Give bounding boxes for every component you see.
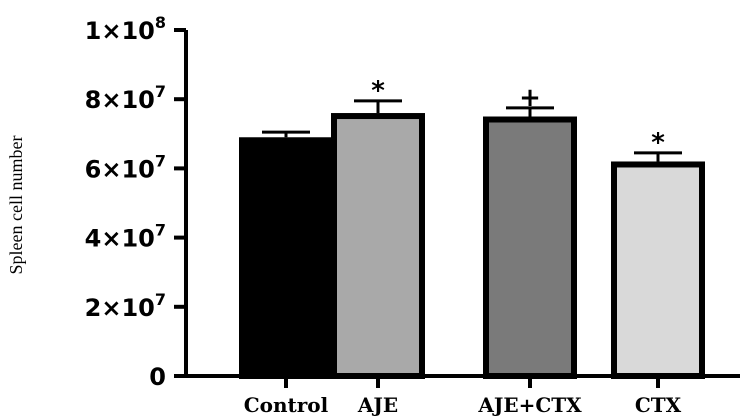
y-tick-label: 8×107 [85, 82, 166, 114]
y-tick-label: 0 [149, 363, 166, 391]
y-tick-label: 1×108 [85, 13, 166, 45]
bar-aje [331, 113, 425, 379]
x-tick-label: AJE [357, 393, 398, 417]
x-tick-label: CTX [635, 393, 682, 417]
y-axis-title: Spleen cell number [6, 136, 26, 275]
bar-ctx [611, 161, 705, 379]
y-tick-label: 6×107 [85, 151, 166, 183]
y-tick-label: 4×107 [85, 221, 166, 253]
significance-marker: * [651, 128, 665, 158]
x-tick-label: Control [244, 393, 329, 417]
bar-aje-ctx [483, 116, 577, 379]
significance-marker: * [371, 76, 385, 106]
x-tick-label: AJE+CTX [477, 393, 582, 417]
plot-area: 0 2×107 4×107 6×107 8×107 1×108 Control * AJE + AJ… [85, 13, 740, 417]
y-tick-label: 2×107 [85, 290, 166, 322]
significance-marker: + [519, 83, 541, 113]
bar-control [239, 137, 333, 379]
